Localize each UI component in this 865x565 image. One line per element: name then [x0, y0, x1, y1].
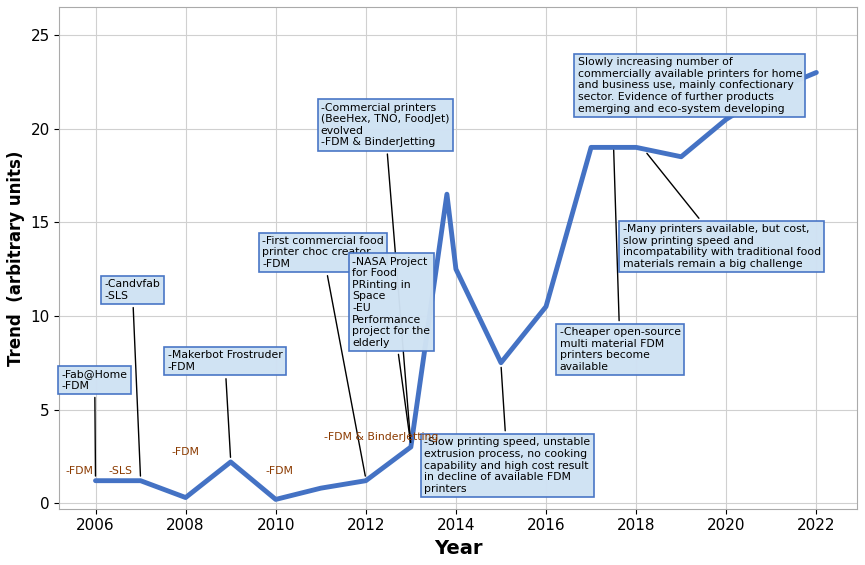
- Y-axis label: Trend  (arbitrary units): Trend (arbitrary units): [7, 150, 25, 366]
- Text: -Slow printing speed, unstable
extrusion process, no cooking
capability and high: -Slow printing speed, unstable extrusion…: [425, 367, 591, 494]
- Text: -Makerbot Frostruder
-FDM: -Makerbot Frostruder -FDM: [168, 350, 282, 457]
- Text: -NASA Project
for Food
PRinting in
Space
-EU
Performance
project for the
elderly: -NASA Project for Food PRinting in Space…: [352, 257, 430, 442]
- Text: -SLS: -SLS: [108, 466, 132, 476]
- Text: -FDM & BinderJetting: -FDM & BinderJetting: [324, 432, 439, 442]
- Text: -Fab@Home
-FDM: -Fab@Home -FDM: [61, 369, 128, 476]
- Text: -First commercial food
printer choc creator
-FDM: -First commercial food printer choc crea…: [262, 236, 384, 476]
- Text: -FDM: -FDM: [266, 466, 294, 476]
- Text: -FDM: -FDM: [65, 466, 93, 476]
- Text: -Cheaper open-source
multi material FDM
printers become
available: -Cheaper open-source multi material FDM …: [560, 150, 681, 372]
- Text: -Commercial printers
(BeeHex, TNO, FoodJet)
evolved
-FDM & BinderJetting: -Commercial printers (BeeHex, TNO, FoodJ…: [321, 103, 449, 442]
- Text: -Many printers available, but cost,
slow printing speed and
incompatability with: -Many printers available, but cost, slow…: [623, 153, 821, 269]
- Text: -FDM: -FDM: [171, 447, 199, 457]
- X-axis label: Year: Year: [434, 539, 483, 558]
- Text: Slowly increasing number of
commercially available printers for home
and busines: Slowly increasing number of commercially…: [578, 57, 802, 114]
- Text: -Candvfab
-SLS: -Candvfab -SLS: [105, 279, 160, 476]
